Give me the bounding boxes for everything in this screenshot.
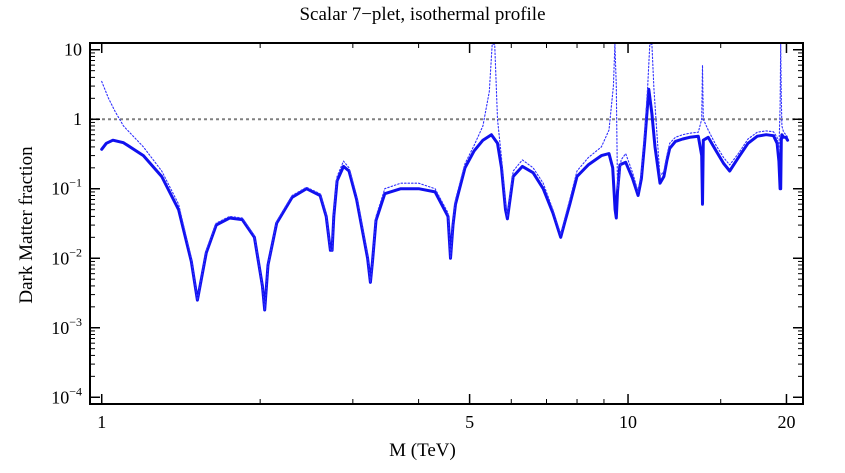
series-line-dotted <box>101 43 789 311</box>
y-tick-label: 10−3 <box>51 315 82 338</box>
chart-title: Scalar 7−plet, isothermal profile <box>299 4 546 25</box>
x-tick-label: 5 <box>465 412 474 432</box>
x-tick-label: 1 <box>97 412 106 432</box>
x-axis-label: M (TeV) <box>389 440 456 461</box>
y-tick-label: 1 <box>73 109 82 129</box>
x-tick-label: 20 <box>777 412 795 432</box>
y-tick-label: 10−2 <box>51 245 82 268</box>
series-line-solid <box>100 87 790 312</box>
plot-frame <box>89 42 804 405</box>
y-tick-label: 10−1 <box>51 176 82 199</box>
x-tick-label: 10 <box>619 412 637 432</box>
y-tick-label: 10−4 <box>51 384 82 407</box>
y-tick-label: 10 <box>64 40 82 60</box>
